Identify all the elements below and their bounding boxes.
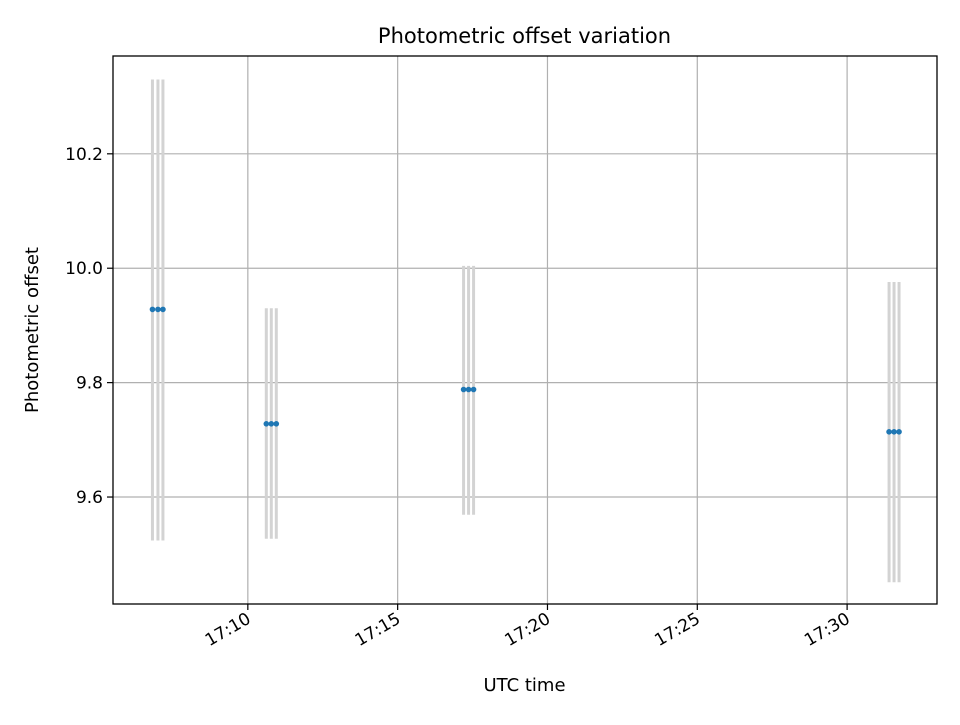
error-bar-layer <box>150 79 901 583</box>
data-point <box>273 421 280 427</box>
x-tick-label: 17:30 <box>801 609 853 651</box>
y-axis-label: Photometric offset <box>22 247 43 413</box>
axes-layer <box>107 55 938 610</box>
x-tick-label: 17:25 <box>651 609 703 651</box>
x-tick-label: 17:20 <box>502 609 554 651</box>
data-point-layer <box>149 306 902 435</box>
data-point <box>263 421 270 427</box>
y-tick-label: 10.0 <box>65 259 103 279</box>
data-point <box>268 421 275 427</box>
data-point <box>160 306 166 313</box>
data-point <box>155 306 161 313</box>
y-tick-label: 10.2 <box>65 145 103 165</box>
data-point <box>896 429 902 435</box>
plot-frame <box>112 55 938 605</box>
tick-label-layer: 17:10 17:15 17:20 17:25 17:30 9.6 9.8 10.0 10.2 <box>65 145 853 651</box>
chart-title: Photometric offset variation <box>378 24 671 48</box>
data-point <box>891 429 897 435</box>
data-point <box>460 386 467 393</box>
x-tick-label: 17:10 <box>202 609 254 651</box>
data-point <box>149 306 156 313</box>
x-axis-label: UTC time <box>483 675 565 696</box>
grid-layer <box>113 56 937 604</box>
y-tick-label: 9.6 <box>76 488 103 508</box>
data-point <box>470 386 477 393</box>
data-point <box>465 386 472 393</box>
y-tick-label: 9.8 <box>76 374 103 394</box>
data-point <box>886 429 892 435</box>
x-tick-label: 17:15 <box>352 609 404 651</box>
